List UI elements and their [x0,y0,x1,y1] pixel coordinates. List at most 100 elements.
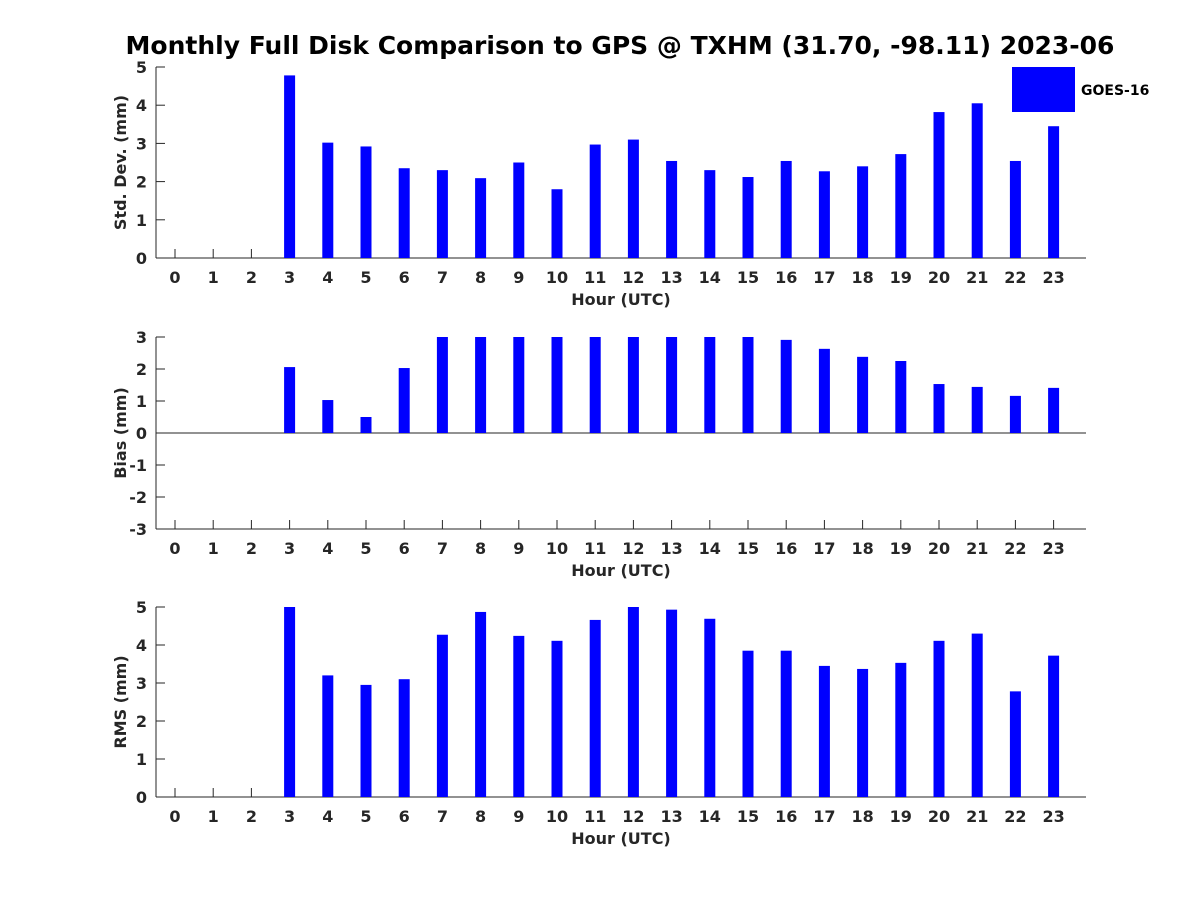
x-tick-label: 0 [169,268,180,287]
bar-std-hour-5 [360,146,372,258]
bar-bias-hour-11 [589,337,601,433]
y-tick-label: 4 [136,96,147,115]
bar-rms-hour-10 [551,640,563,797]
bar-std-hour-7 [436,170,448,258]
x-tick-label: 10 [546,268,568,287]
x-tick-label: 2 [246,539,257,558]
x-tick-label: 11 [584,268,606,287]
y-tick-label: 5 [136,58,147,77]
x-tick-label: 15 [737,539,759,558]
bar-rms-hour-12 [627,607,639,797]
x-tick-label: 23 [1042,539,1064,558]
bar-std-hour-6 [398,168,410,258]
x-axis-label: Hour (UTC) [571,829,671,848]
bar-std-hour-16 [780,160,792,258]
bar-std-hour-20 [933,112,945,259]
bar-rms-hour-5 [360,684,372,797]
x-tick-label: 19 [890,807,912,826]
y-tick-label: 5 [136,598,147,617]
bar-bias-hour-21 [971,386,983,433]
x-tick-label: 17 [813,807,835,826]
bar-bias-hour-9 [513,337,525,433]
x-tick-label: 9 [513,807,524,826]
bar-std-hour-11 [589,144,601,258]
bar-bias-hour-17 [818,348,830,433]
bar-rms-hour-8 [475,611,487,797]
x-tick-label: 3 [284,268,295,287]
x-tick-label: 19 [890,268,912,287]
x-tick-label: 17 [813,539,835,558]
x-tick-label: 3 [284,539,295,558]
y-tick-label: -1 [129,456,147,475]
x-tick-label: 17 [813,268,835,287]
bar-rms-hour-13 [666,609,678,797]
x-tick-label: 4 [322,807,333,826]
bar-bias-hour-6 [398,368,410,433]
bar-bias-hour-10 [551,337,563,433]
bar-bias-hour-5 [360,417,372,433]
x-tick-label: 19 [890,539,912,558]
y-tick-label: 0 [136,249,147,268]
bar-rms-hour-21 [971,633,983,797]
bar-std-hour-21 [971,103,983,258]
y-axis-label: RMS (mm) [111,655,130,748]
bar-std-hour-15 [742,177,754,258]
bar-bias-hour-7 [436,337,448,433]
x-tick-label: 8 [475,807,486,826]
x-tick-label: 6 [399,539,410,558]
x-tick-label: 2 [246,807,257,826]
x-tick-label: 1 [208,807,219,826]
x-tick-label: 5 [360,539,371,558]
bar-std-hour-10 [551,189,563,258]
y-tick-label: 3 [136,134,147,153]
x-tick-label: 15 [737,268,759,287]
bar-bias-hour-19 [895,361,907,433]
y-axis-label: Bias (mm) [111,387,130,479]
legend: GOES-16 [1012,67,1149,112]
bar-rms-hour-16 [780,650,792,797]
x-tick-label: 20 [928,539,950,558]
x-tick-label: 3 [284,807,295,826]
x-tick-label: 1 [208,539,219,558]
y-tick-label: 2 [136,712,147,731]
x-tick-label: 18 [851,807,873,826]
bar-rms-hour-11 [589,619,601,797]
x-tick-label: 8 [475,539,486,558]
bar-bias-hour-20 [933,384,945,433]
bar-bias-hour-8 [475,337,487,433]
bar-bias-hour-18 [857,356,869,433]
bar-std-hour-4 [322,142,334,258]
y-tick-label: 3 [136,328,147,347]
bar-std-hour-19 [895,154,907,258]
bar-rms-hour-18 [857,668,869,797]
bar-std-hour-14 [704,170,716,258]
x-tick-label: 4 [322,539,333,558]
x-tick-label: 0 [169,807,180,826]
x-tick-label: 7 [437,268,448,287]
y-tick-label: 2 [136,173,147,192]
bar-std-hour-23 [1048,126,1060,259]
legend-swatch [1012,67,1075,112]
bar-std-hour-17 [818,171,830,258]
x-tick-label: 7 [437,807,448,826]
x-tick-label: 5 [360,807,371,826]
bar-rms-hour-4 [322,675,334,797]
x-tick-label: 22 [1004,539,1026,558]
bar-rms-hour-6 [398,679,410,797]
bar-bias-hour-22 [1009,395,1021,433]
bar-bias-hour-15 [742,337,754,433]
x-tick-label: 20 [928,807,950,826]
x-tick-label: 21 [966,539,988,558]
x-tick-label: 6 [399,268,410,287]
x-tick-label: 14 [699,268,721,287]
x-tick-label: 23 [1042,268,1064,287]
x-tick-label: 13 [660,807,682,826]
y-tick-label: 2 [136,360,147,379]
x-tick-label: 7 [437,539,448,558]
bar-rms-hour-20 [933,640,945,797]
y-axis-label: Std. Dev. (mm) [111,95,130,230]
y-tick-label: 1 [136,211,147,230]
